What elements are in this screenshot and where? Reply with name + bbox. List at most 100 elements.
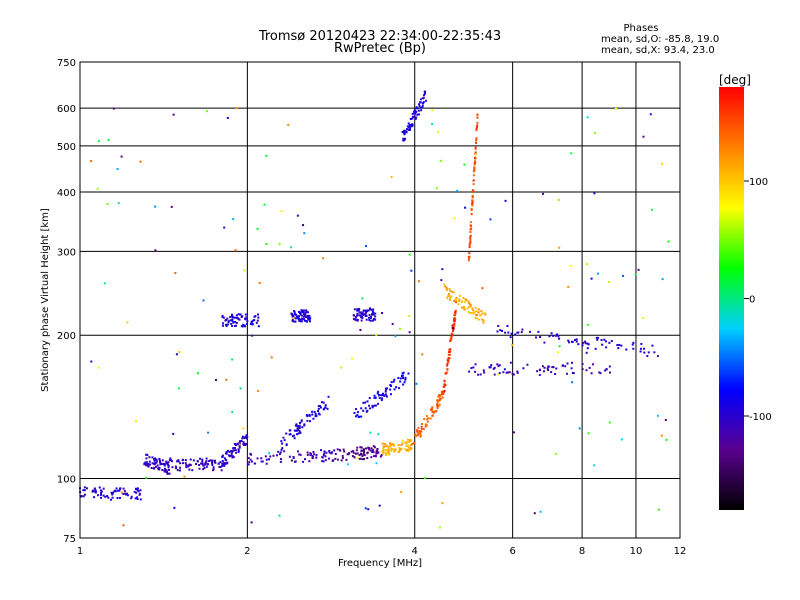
data-point xyxy=(377,390,380,393)
data-point xyxy=(472,174,475,177)
data-point xyxy=(231,358,234,361)
data-point xyxy=(642,347,645,350)
data-point xyxy=(405,130,408,133)
data-point xyxy=(470,312,473,315)
data-point xyxy=(224,462,227,465)
data-point xyxy=(372,448,375,451)
data-point xyxy=(445,288,448,291)
data-point xyxy=(231,324,234,327)
data-point xyxy=(440,393,443,396)
data-point xyxy=(665,438,668,441)
data-point xyxy=(294,317,297,320)
data-point xyxy=(252,319,255,322)
data-point xyxy=(386,451,389,454)
data-point xyxy=(112,107,115,110)
data-point xyxy=(368,316,371,319)
data-point xyxy=(651,208,654,211)
data-point xyxy=(557,351,560,354)
data-point xyxy=(442,392,445,395)
data-point xyxy=(170,205,173,208)
data-point xyxy=(356,318,359,321)
data-point xyxy=(361,458,364,461)
data-point xyxy=(642,135,645,138)
data-point xyxy=(449,350,452,353)
data-point xyxy=(371,310,374,313)
data-point xyxy=(411,124,414,127)
data-point xyxy=(195,463,198,466)
data-point xyxy=(511,344,514,347)
data-point xyxy=(298,424,301,427)
data-point xyxy=(346,453,349,456)
data-point xyxy=(96,494,99,497)
data-point xyxy=(350,450,353,453)
data-point xyxy=(369,319,372,322)
data-point xyxy=(225,452,228,455)
data-point xyxy=(436,402,439,405)
data-point xyxy=(474,160,477,163)
data-point xyxy=(458,300,461,303)
data-point xyxy=(135,491,138,494)
data-point xyxy=(304,313,307,316)
data-point xyxy=(577,343,580,346)
data-point xyxy=(407,122,410,125)
data-point xyxy=(548,335,551,338)
data-point xyxy=(372,311,375,314)
data-point xyxy=(438,399,441,402)
data-point xyxy=(256,319,259,322)
data-point xyxy=(376,452,379,455)
data-point xyxy=(425,414,428,417)
data-point xyxy=(470,208,473,211)
data-point xyxy=(362,401,365,404)
data-point xyxy=(148,460,151,463)
data-point xyxy=(536,370,539,373)
data-point xyxy=(155,461,158,464)
data-point xyxy=(147,465,150,468)
data-point xyxy=(640,342,643,345)
data-point xyxy=(301,314,304,317)
data-point xyxy=(341,456,344,459)
data-point xyxy=(230,452,233,455)
data-point xyxy=(522,367,525,370)
data-point xyxy=(261,460,264,463)
data-point xyxy=(176,460,179,463)
data-point xyxy=(234,249,237,252)
data-point xyxy=(311,413,314,416)
data-point xyxy=(184,462,187,465)
data-point xyxy=(237,448,240,451)
data-point xyxy=(306,320,309,323)
data-point xyxy=(122,487,125,490)
data-point xyxy=(378,397,381,400)
data-point xyxy=(315,456,318,459)
data-point xyxy=(255,321,258,324)
colorbar-tick-label: 100 xyxy=(749,177,768,188)
data-point xyxy=(369,449,372,452)
data-point xyxy=(356,414,359,417)
data-point xyxy=(475,139,478,142)
data-point xyxy=(496,363,499,366)
data-point xyxy=(296,427,299,430)
data-point xyxy=(250,521,253,524)
data-point xyxy=(408,127,411,130)
data-point xyxy=(154,205,157,208)
data-point xyxy=(479,373,482,376)
data-point xyxy=(458,298,461,301)
data-point xyxy=(362,448,365,451)
data-point xyxy=(234,449,237,452)
data-point xyxy=(447,353,450,356)
data-point xyxy=(398,327,401,330)
data-point xyxy=(104,495,107,498)
data-point xyxy=(543,341,546,344)
data-point xyxy=(474,306,477,309)
data-point xyxy=(368,308,371,311)
data-point xyxy=(450,335,453,338)
data-point xyxy=(493,366,496,369)
data-point xyxy=(219,461,222,464)
data-point xyxy=(308,414,311,417)
data-point xyxy=(205,110,208,113)
data-point xyxy=(306,314,309,317)
data-point xyxy=(647,351,650,354)
data-point xyxy=(437,395,440,398)
data-point xyxy=(214,379,217,382)
data-point xyxy=(362,453,365,456)
data-point xyxy=(304,316,307,319)
